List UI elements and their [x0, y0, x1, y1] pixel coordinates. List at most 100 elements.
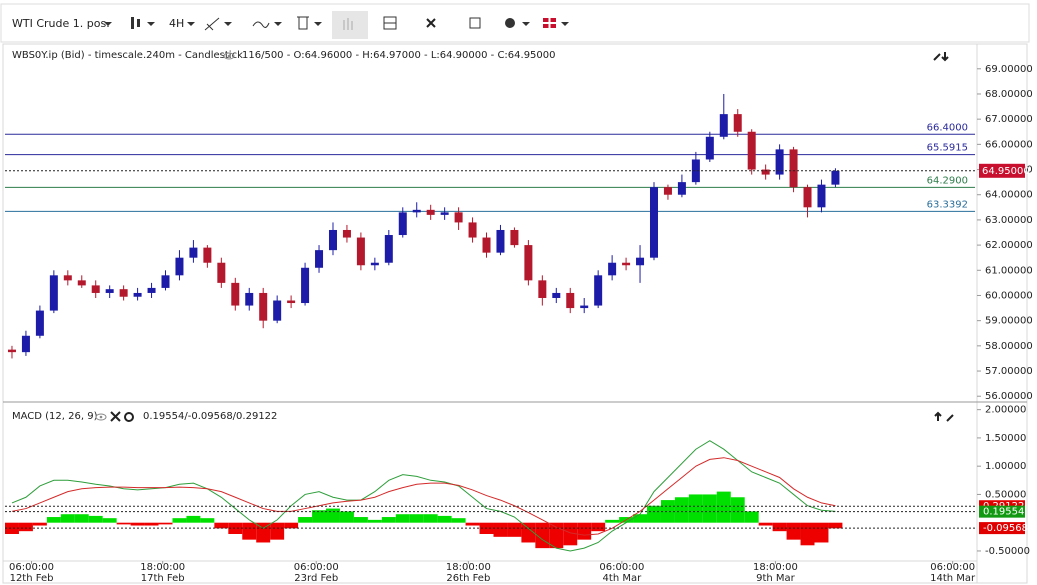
panel-frame — [2, 43, 1028, 584]
drawing-tool-button[interactable] — [204, 17, 232, 31]
histogram-bar — [158, 522, 173, 525]
candle-body — [496, 229, 505, 253]
histogram-bar — [786, 522, 801, 540]
y-tick-label: 60.00000 — [985, 290, 1033, 301]
indicator-line — [11, 440, 836, 552]
candle-body — [412, 209, 421, 213]
active-button[interactable] — [332, 11, 368, 39]
candle-body — [217, 262, 226, 283]
y-tick-label: 0.50000 — [985, 489, 1026, 500]
panel-controls[interactable] — [933, 52, 949, 62]
candle-body — [426, 209, 435, 215]
histogram-bar — [298, 517, 313, 523]
histogram-bar — [493, 522, 508, 537]
volume-icon — [343, 18, 353, 30]
macd-title: MACD (12, 26, 9) — [12, 411, 98, 422]
histogram-bar — [18, 522, 33, 532]
histogram-bar — [381, 517, 396, 523]
histogram-bar — [130, 522, 145, 526]
candle-body — [370, 262, 379, 266]
y-tick-label: 67.00000 — [985, 114, 1033, 125]
candle-body — [747, 131, 756, 170]
level-label: 65.5915 — [927, 143, 968, 154]
x-tick-date: 4th Mar — [603, 573, 643, 584]
candle-body — [245, 292, 254, 306]
histogram-bar — [326, 508, 340, 523]
timeframe-selector[interactable]: 4H — [169, 17, 184, 30]
delete-button[interactable] — [297, 16, 322, 30]
histogram-bar — [353, 517, 368, 523]
y-tick-label: 56.00000 — [985, 391, 1033, 402]
x-tick-date: 14th Mar — [930, 573, 976, 584]
indicator-settings[interactable] — [124, 412, 134, 422]
histogram-bar — [32, 522, 47, 526]
histogram-bar — [242, 522, 257, 540]
candle-body — [301, 267, 310, 304]
candle-body — [21, 335, 30, 353]
panel-controls[interactable] — [934, 411, 954, 422]
settings-button[interactable] — [505, 18, 530, 28]
candle-body — [35, 310, 44, 336]
histogram-bar — [814, 522, 829, 543]
histogram-bar — [744, 511, 759, 523]
histogram-bar — [828, 522, 843, 529]
y-tick-label: 63.00000 — [985, 215, 1033, 226]
histogram-bar — [200, 518, 215, 523]
candle-body — [454, 212, 463, 223]
fit-button[interactable] — [469, 17, 481, 29]
candle-body — [831, 170, 840, 185]
candle-body — [175, 257, 184, 276]
candle-body — [91, 285, 100, 293]
histogram-bar — [46, 517, 61, 523]
histogram-bar — [660, 500, 675, 523]
candle-body — [49, 275, 58, 311]
y-tick-label: 59.00000 — [985, 316, 1033, 327]
candle-body — [356, 237, 365, 266]
histogram-bar — [395, 514, 410, 523]
price-title: WBS0Y.ip (Bid) - timescale.240m - Candle… — [12, 50, 243, 61]
visibility-icon[interactable] — [223, 52, 235, 60]
histogram-bar — [772, 522, 787, 532]
dropdown-arrow[interactable] — [187, 22, 195, 26]
y-tick-label: 1.50000 — [985, 433, 1026, 444]
symbol-selector[interactable]: WTI Crude 1. pos. — [12, 17, 110, 30]
histogram-bar — [284, 522, 299, 529]
remove-indicator[interactable] — [110, 411, 121, 422]
last-price-label: 64.95000 — [982, 166, 1030, 177]
language-button[interactable] — [543, 18, 569, 28]
histogram-bar — [730, 497, 745, 523]
histogram-bar — [633, 514, 648, 523]
candle-body — [524, 245, 533, 281]
histogram-bar — [521, 522, 536, 543]
candle-body — [761, 169, 770, 175]
histogram-bar — [549, 522, 564, 549]
y-tick-label: 64.00000 — [985, 190, 1033, 201]
histogram-bar — [800, 522, 815, 546]
candle-body — [510, 229, 519, 246]
level-label: 64.2900 — [927, 175, 968, 186]
histogram-bar — [647, 505, 661, 523]
histogram-bar — [688, 494, 703, 523]
y-tick-label: 2.00000 — [985, 405, 1026, 416]
candle-body — [552, 292, 561, 298]
histogram-bar — [451, 518, 466, 523]
x-tick-date: 9th Mar — [756, 573, 796, 584]
fullscreen-button[interactable] — [426, 18, 436, 28]
macd-values: 0.19554/-0.09568/0.29122 — [143, 411, 277, 422]
price-ohlc: 116/500 - O:64.96000 - H:64.97000 - L:64… — [242, 50, 556, 61]
layout-button[interactable] — [383, 16, 397, 30]
chart-type-button[interactable] — [131, 17, 155, 29]
histogram-bar — [172, 518, 187, 523]
candle-body — [636, 257, 645, 266]
histogram-bar — [186, 515, 201, 523]
x-tick-label: 06:00:00 — [294, 562, 339, 573]
visibility-icon[interactable] — [95, 413, 107, 421]
dropdown-arrow[interactable] — [104, 22, 112, 26]
x-tick-label: 06:00:00 — [930, 562, 975, 573]
indicator-button[interactable] — [252, 21, 282, 28]
histogram-bar — [74, 514, 89, 523]
candle-body — [105, 289, 114, 293]
x-tick-label: 18:00:00 — [446, 562, 491, 573]
candle-body — [580, 305, 589, 309]
x-tick-label: 18:00:00 — [753, 562, 798, 573]
